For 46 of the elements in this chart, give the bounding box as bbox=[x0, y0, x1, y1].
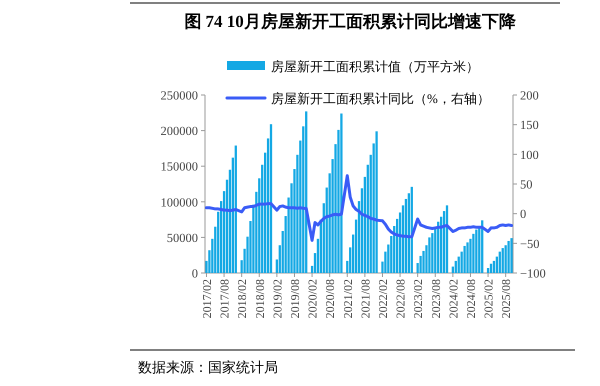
bar bbox=[481, 220, 484, 273]
x-tick-label: 2021/02 bbox=[340, 279, 355, 318]
y-tick-label: 250000 bbox=[160, 88, 198, 102]
x-tick-label: 2017/08 bbox=[218, 279, 232, 318]
y-tick-label: 100000 bbox=[160, 195, 198, 210]
x-tick-label: 2025/08 bbox=[499, 279, 514, 318]
y2-tick-label: −50 bbox=[520, 236, 540, 251]
x-tick-label: 2022/08 bbox=[394, 279, 408, 318]
x-tick-label: 2023/08 bbox=[428, 279, 443, 318]
x-tick-label: 2023/02 bbox=[411, 279, 426, 318]
bar bbox=[410, 186, 413, 273]
chart-title: 图 74 10月房屋新开工面积累计同比增速下降 bbox=[184, 12, 517, 31]
bar bbox=[498, 252, 501, 273]
source-note: 数据来源：国家统计局 bbox=[138, 360, 278, 376]
line-series bbox=[204, 174, 514, 242]
x-tick-label: 2018/08 bbox=[252, 279, 267, 318]
y2-tick-label: −100 bbox=[520, 266, 546, 280]
y2-tick-label: 200 bbox=[520, 88, 539, 102]
x-tick-label: 2024/02 bbox=[446, 279, 460, 318]
x-tick-label: 2024/08 bbox=[464, 279, 478, 318]
y2-tick-label: 100 bbox=[520, 148, 539, 162]
y2-tick-label: 50 bbox=[520, 178, 532, 192]
x-tick-label: 2018/02 bbox=[235, 279, 250, 318]
legend-label: 房屋新开工面积累计值（万平方米） bbox=[271, 59, 479, 74]
legend-label: 房屋新开工面积累计同比（%，右轴） bbox=[271, 91, 490, 106]
x-tick-label: 2021/08 bbox=[358, 279, 372, 318]
y-tick-label: 150000 bbox=[160, 160, 198, 174]
x-tick-label: 2025/02 bbox=[482, 279, 496, 318]
x-tick-label: 2017/02 bbox=[200, 279, 214, 318]
x-tick-label: 2020/08 bbox=[323, 279, 338, 318]
x-tick-label: 2022/02 bbox=[376, 279, 390, 318]
bar bbox=[475, 230, 478, 273]
x-tick-label: 2020/02 bbox=[306, 279, 320, 318]
bar bbox=[305, 111, 308, 273]
y-tick-label: 200000 bbox=[160, 124, 198, 138]
bar bbox=[431, 233, 434, 273]
bar bbox=[234, 146, 237, 273]
y-tick-label: 0 bbox=[192, 266, 198, 280]
bar bbox=[504, 245, 507, 273]
x-tick-label: 2019/08 bbox=[288, 279, 302, 318]
x-tick-label: 2019/02 bbox=[270, 279, 284, 318]
bar bbox=[454, 260, 457, 273]
y2-tick-label: 0 bbox=[520, 207, 526, 222]
y-tick-label: 50000 bbox=[166, 230, 198, 245]
y2-tick-label: 150 bbox=[520, 118, 539, 132]
bar bbox=[502, 248, 504, 273]
